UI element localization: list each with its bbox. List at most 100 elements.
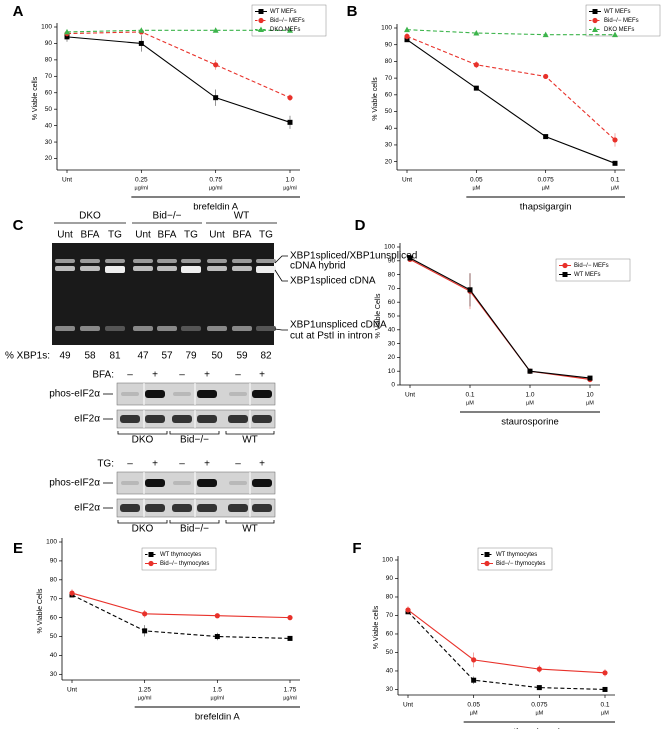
- legend-label: WT MEFs: [574, 272, 601, 278]
- y-tick-label: 50: [50, 633, 58, 640]
- legend-marker: [592, 9, 598, 14]
- y-tick-label: 30: [388, 340, 396, 347]
- blot-band: [172, 504, 192, 512]
- gel-band: [181, 259, 201, 263]
- xbp1s-value: 57: [161, 351, 173, 362]
- blot-group-label: WT: [242, 435, 258, 446]
- x-tick-unit: µM: [535, 710, 543, 716]
- marker: [473, 85, 479, 91]
- legend-label: WT MEFs: [270, 9, 297, 15]
- y-tick-label: 30: [50, 671, 58, 678]
- marker: [142, 628, 148, 634]
- blot-group-bracket: [169, 431, 220, 435]
- xbp1s-value: 59: [236, 351, 248, 362]
- x-tick-label: 0.075: [531, 702, 548, 709]
- marker: [602, 686, 608, 692]
- blot-band: [229, 481, 247, 485]
- blot-band: [145, 479, 165, 487]
- blot-band: [173, 481, 191, 485]
- legend-box: [477, 547, 553, 571]
- x-tick-unit: µM: [601, 710, 609, 716]
- marker: [543, 134, 549, 140]
- legend-label: WT thymocytes: [496, 552, 537, 558]
- legend-marker: [592, 17, 598, 24]
- x-tick-label: 0.05: [470, 177, 483, 184]
- marker: [536, 685, 542, 691]
- x-tick-unit: µM: [542, 185, 550, 191]
- marker: [405, 607, 411, 613]
- x-axis-label: brefeldin A: [193, 202, 239, 213]
- x-axis-label: thapsigargin: [520, 202, 572, 213]
- marker: [536, 666, 542, 672]
- xbp1s-value: 81: [109, 351, 121, 362]
- x-tick-label: 10: [586, 392, 594, 399]
- blot-band: [120, 504, 140, 512]
- y-tick-label: 80: [388, 271, 396, 278]
- blot-band: [121, 392, 139, 396]
- gel-band: [232, 266, 252, 271]
- x-tick-label: 1.75: [284, 687, 297, 694]
- blot-row-label: eIF2α: [74, 414, 100, 425]
- gel-band: [55, 326, 75, 331]
- x-axis-label: staurosporine: [501, 417, 559, 428]
- y-tick-label: 80: [386, 594, 394, 601]
- blot-row-label: phos-eIF2α: [49, 478, 100, 489]
- legend-marker: [258, 9, 264, 14]
- marker: [473, 30, 480, 36]
- y-tick-label: 0: [391, 382, 395, 389]
- y-tick-label: 50: [388, 313, 396, 320]
- blot-group-label: Bid−/−: [180, 435, 209, 446]
- marker: [543, 73, 549, 80]
- y-tick-label: 30: [386, 686, 394, 693]
- blot-band: [173, 392, 191, 396]
- legend-marker: [562, 272, 568, 277]
- x-tick-label: 0.05: [467, 702, 480, 709]
- x-tick-unit: µM: [472, 185, 480, 191]
- series-line: [406, 29, 615, 36]
- annotation-pointer: [274, 255, 288, 264]
- legend-marker: [148, 552, 154, 557]
- y-axis-label: % Viable Cells: [375, 293, 382, 339]
- marker: [69, 590, 75, 596]
- legend-label: WT thymocytes: [160, 552, 201, 558]
- y-tick-label: 20: [388, 354, 396, 361]
- marker: [138, 27, 145, 33]
- blot-row-label: phos-eIF2α: [49, 389, 100, 400]
- y-axis-label: % Viable Cells: [37, 588, 44, 634]
- xbp1s-value: 50: [211, 351, 223, 362]
- gel-band: [105, 259, 125, 263]
- y-tick-label: 60: [386, 631, 394, 638]
- marker: [471, 677, 477, 683]
- gel-band: [256, 259, 276, 263]
- gel-band: [256, 266, 276, 273]
- y-tick-label: 30: [385, 142, 393, 149]
- blot-band: [252, 479, 272, 487]
- legend-label: Bid−/− thymocytes: [496, 561, 545, 567]
- marker: [212, 27, 219, 33]
- gel-band: [55, 266, 75, 271]
- xbp1s-value: 82: [260, 351, 272, 362]
- gel-band: [80, 266, 100, 271]
- x-tick-label: 0.075: [538, 177, 555, 184]
- x-tick-unit: µg/ml: [135, 185, 149, 191]
- gel-annotation: XBP1spliced/XBP1unspliced: [290, 251, 417, 262]
- x-tick-unit: µg/ml: [283, 695, 297, 701]
- panel-label: B: [347, 3, 358, 20]
- x-tick-label: 1.25: [138, 687, 151, 694]
- panel-label: C: [13, 217, 24, 234]
- series-line: [406, 39, 616, 164]
- gel-band: [157, 266, 177, 271]
- xbp1s-value: 47: [137, 351, 149, 362]
- marker: [287, 635, 293, 641]
- blot-group-bracket: [117, 431, 168, 435]
- gel-lane-label: TG: [259, 230, 273, 241]
- annotation-pointer: [274, 328, 288, 331]
- x-tick-label: Unt: [67, 687, 77, 694]
- blot-image: [116, 409, 276, 429]
- y-tick-label: 80: [45, 57, 53, 64]
- legend-marker: [258, 17, 264, 24]
- blot-band: [197, 390, 217, 398]
- blot-group-label: Bid−/−: [180, 524, 209, 535]
- gel-lane-label: BFA: [233, 230, 252, 241]
- blot-sign: +: [204, 370, 210, 381]
